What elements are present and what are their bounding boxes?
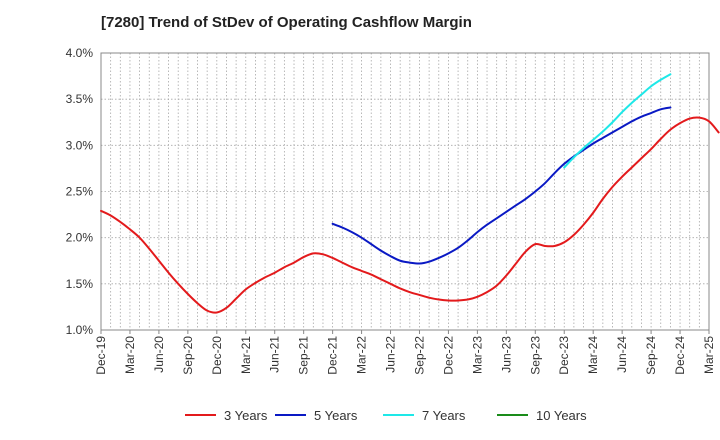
legend: 3 Years 5 Years 7 Years 10 Years — [185, 408, 587, 423]
x-tick-label: Sep-20 — [181, 336, 195, 375]
legend-label-3-years: 3 Years — [224, 408, 268, 423]
x-tick-label: Dec-23 — [557, 336, 571, 375]
x-tick-label: Jun-24 — [615, 336, 629, 373]
x-tick-label: Jun-20 — [152, 336, 166, 373]
chart-title: [7280] Trend of StDev of Operating Cashf… — [101, 14, 472, 31]
x-tick-label: Jun-22 — [384, 336, 398, 373]
y-tick-label: 4.0% — [66, 46, 94, 60]
y-tick-label: 1.5% — [66, 277, 94, 291]
legend-label-10-years: 10 Years — [536, 408, 587, 423]
y-tick-label: 3.5% — [66, 92, 94, 106]
x-tick-label: Mar-24 — [586, 336, 600, 374]
x-tick-label: Jun-21 — [268, 336, 282, 373]
grid — [100, 52, 710, 331]
x-tick-label: Sep-23 — [528, 336, 542, 375]
plot-frame — [100, 52, 710, 331]
axes: 4.0% 3.5% 3.0% 2.5% 2.0% 1.5% 1.0%Dec-19 Mar-20… — [66, 46, 716, 375]
y-tick-label: 2.0% — [66, 231, 94, 245]
series-line-5-years — [331, 106, 672, 265]
x-tick-label: Dec-19 — [94, 336, 108, 375]
x-tick-label: Dec-21 — [326, 336, 340, 375]
legend-label-7-years: 7 Years — [422, 408, 466, 423]
x-tick-label: Dec-20 — [210, 336, 224, 375]
x-tick-label: Jun-23 — [499, 336, 513, 373]
x-tick-label: Sep-22 — [412, 336, 426, 375]
series-lines — [100, 73, 720, 314]
x-tick-label: Mar-25 — [702, 336, 716, 374]
x-tick-label: Dec-22 — [441, 336, 455, 375]
x-tick-label: Mar-21 — [239, 336, 253, 374]
x-tick-label: Sep-24 — [644, 336, 658, 375]
series-line-3-years — [100, 116, 720, 314]
x-tick-label: Mar-23 — [470, 336, 484, 374]
y-tick-label: 1.0% — [66, 323, 94, 337]
x-tick-label: Mar-20 — [123, 336, 137, 374]
series-line-7-years — [563, 73, 672, 169]
y-tick-label: 3.0% — [66, 138, 94, 152]
y-tick-label: 2.5% — [66, 185, 94, 199]
x-tick-label: Sep-21 — [297, 336, 311, 375]
legend-label-5-years: 5 Years — [314, 408, 358, 423]
x-tick-label: Mar-22 — [355, 336, 369, 374]
x-tick-label: Dec-24 — [673, 336, 687, 375]
